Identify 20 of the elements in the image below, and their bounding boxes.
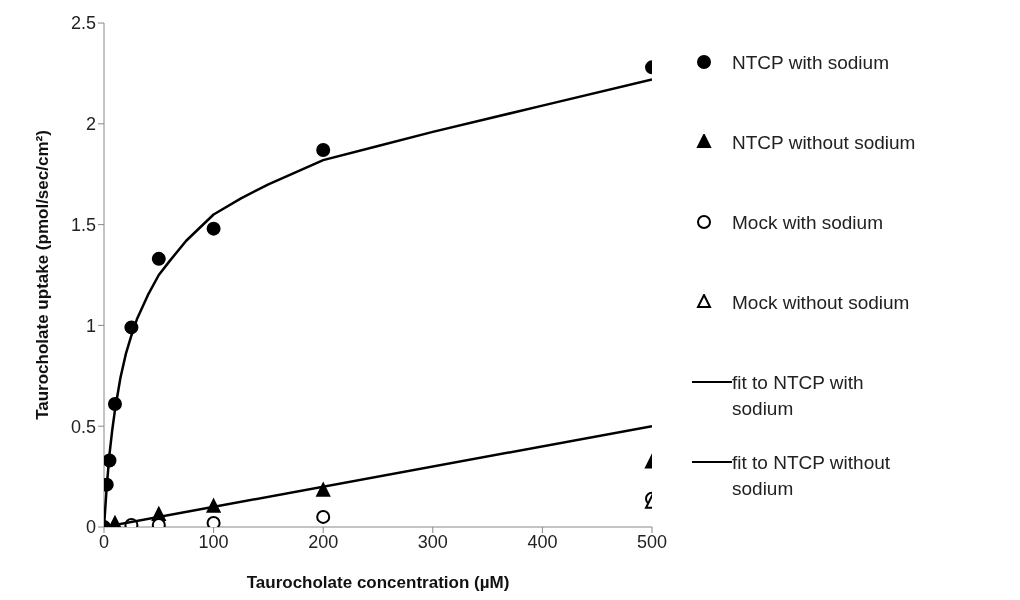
legend-label: Mock without sodium [732, 291, 911, 315]
legend-label: NTCP with sodium [732, 51, 890, 75]
y-tick-label: 1 [85, 315, 96, 336]
legend-label: fit to NTCP with sodium [732, 371, 865, 421]
x-tick-label: 0 [98, 531, 110, 552]
x-tick-label: 500 [636, 531, 668, 552]
y-tick-label: 0 [85, 517, 96, 538]
x-tick-label: 100 [198, 531, 229, 552]
y-tick-label: 0.5 [70, 416, 96, 437]
y-axis-title: Taurocholate uptake (pmol/sec/cm²) [33, 130, 53, 420]
x-tick-label: 400 [527, 531, 558, 552]
x-tick-label: 300 [417, 531, 448, 552]
legend-label: NTCP without sodium [732, 131, 917, 155]
y-tick-label: 2 [85, 114, 96, 135]
x-axis-title: Taurocholate concentration (µM) [246, 573, 510, 592]
y-tick-label: 2.5 [70, 13, 96, 34]
legend-label: fit to NTCP without sodium [732, 451, 892, 501]
x-tick-label: 200 [308, 531, 339, 552]
legend-label: Mock with sodium [732, 211, 884, 235]
y-tick-label: 1.5 [70, 214, 96, 235]
